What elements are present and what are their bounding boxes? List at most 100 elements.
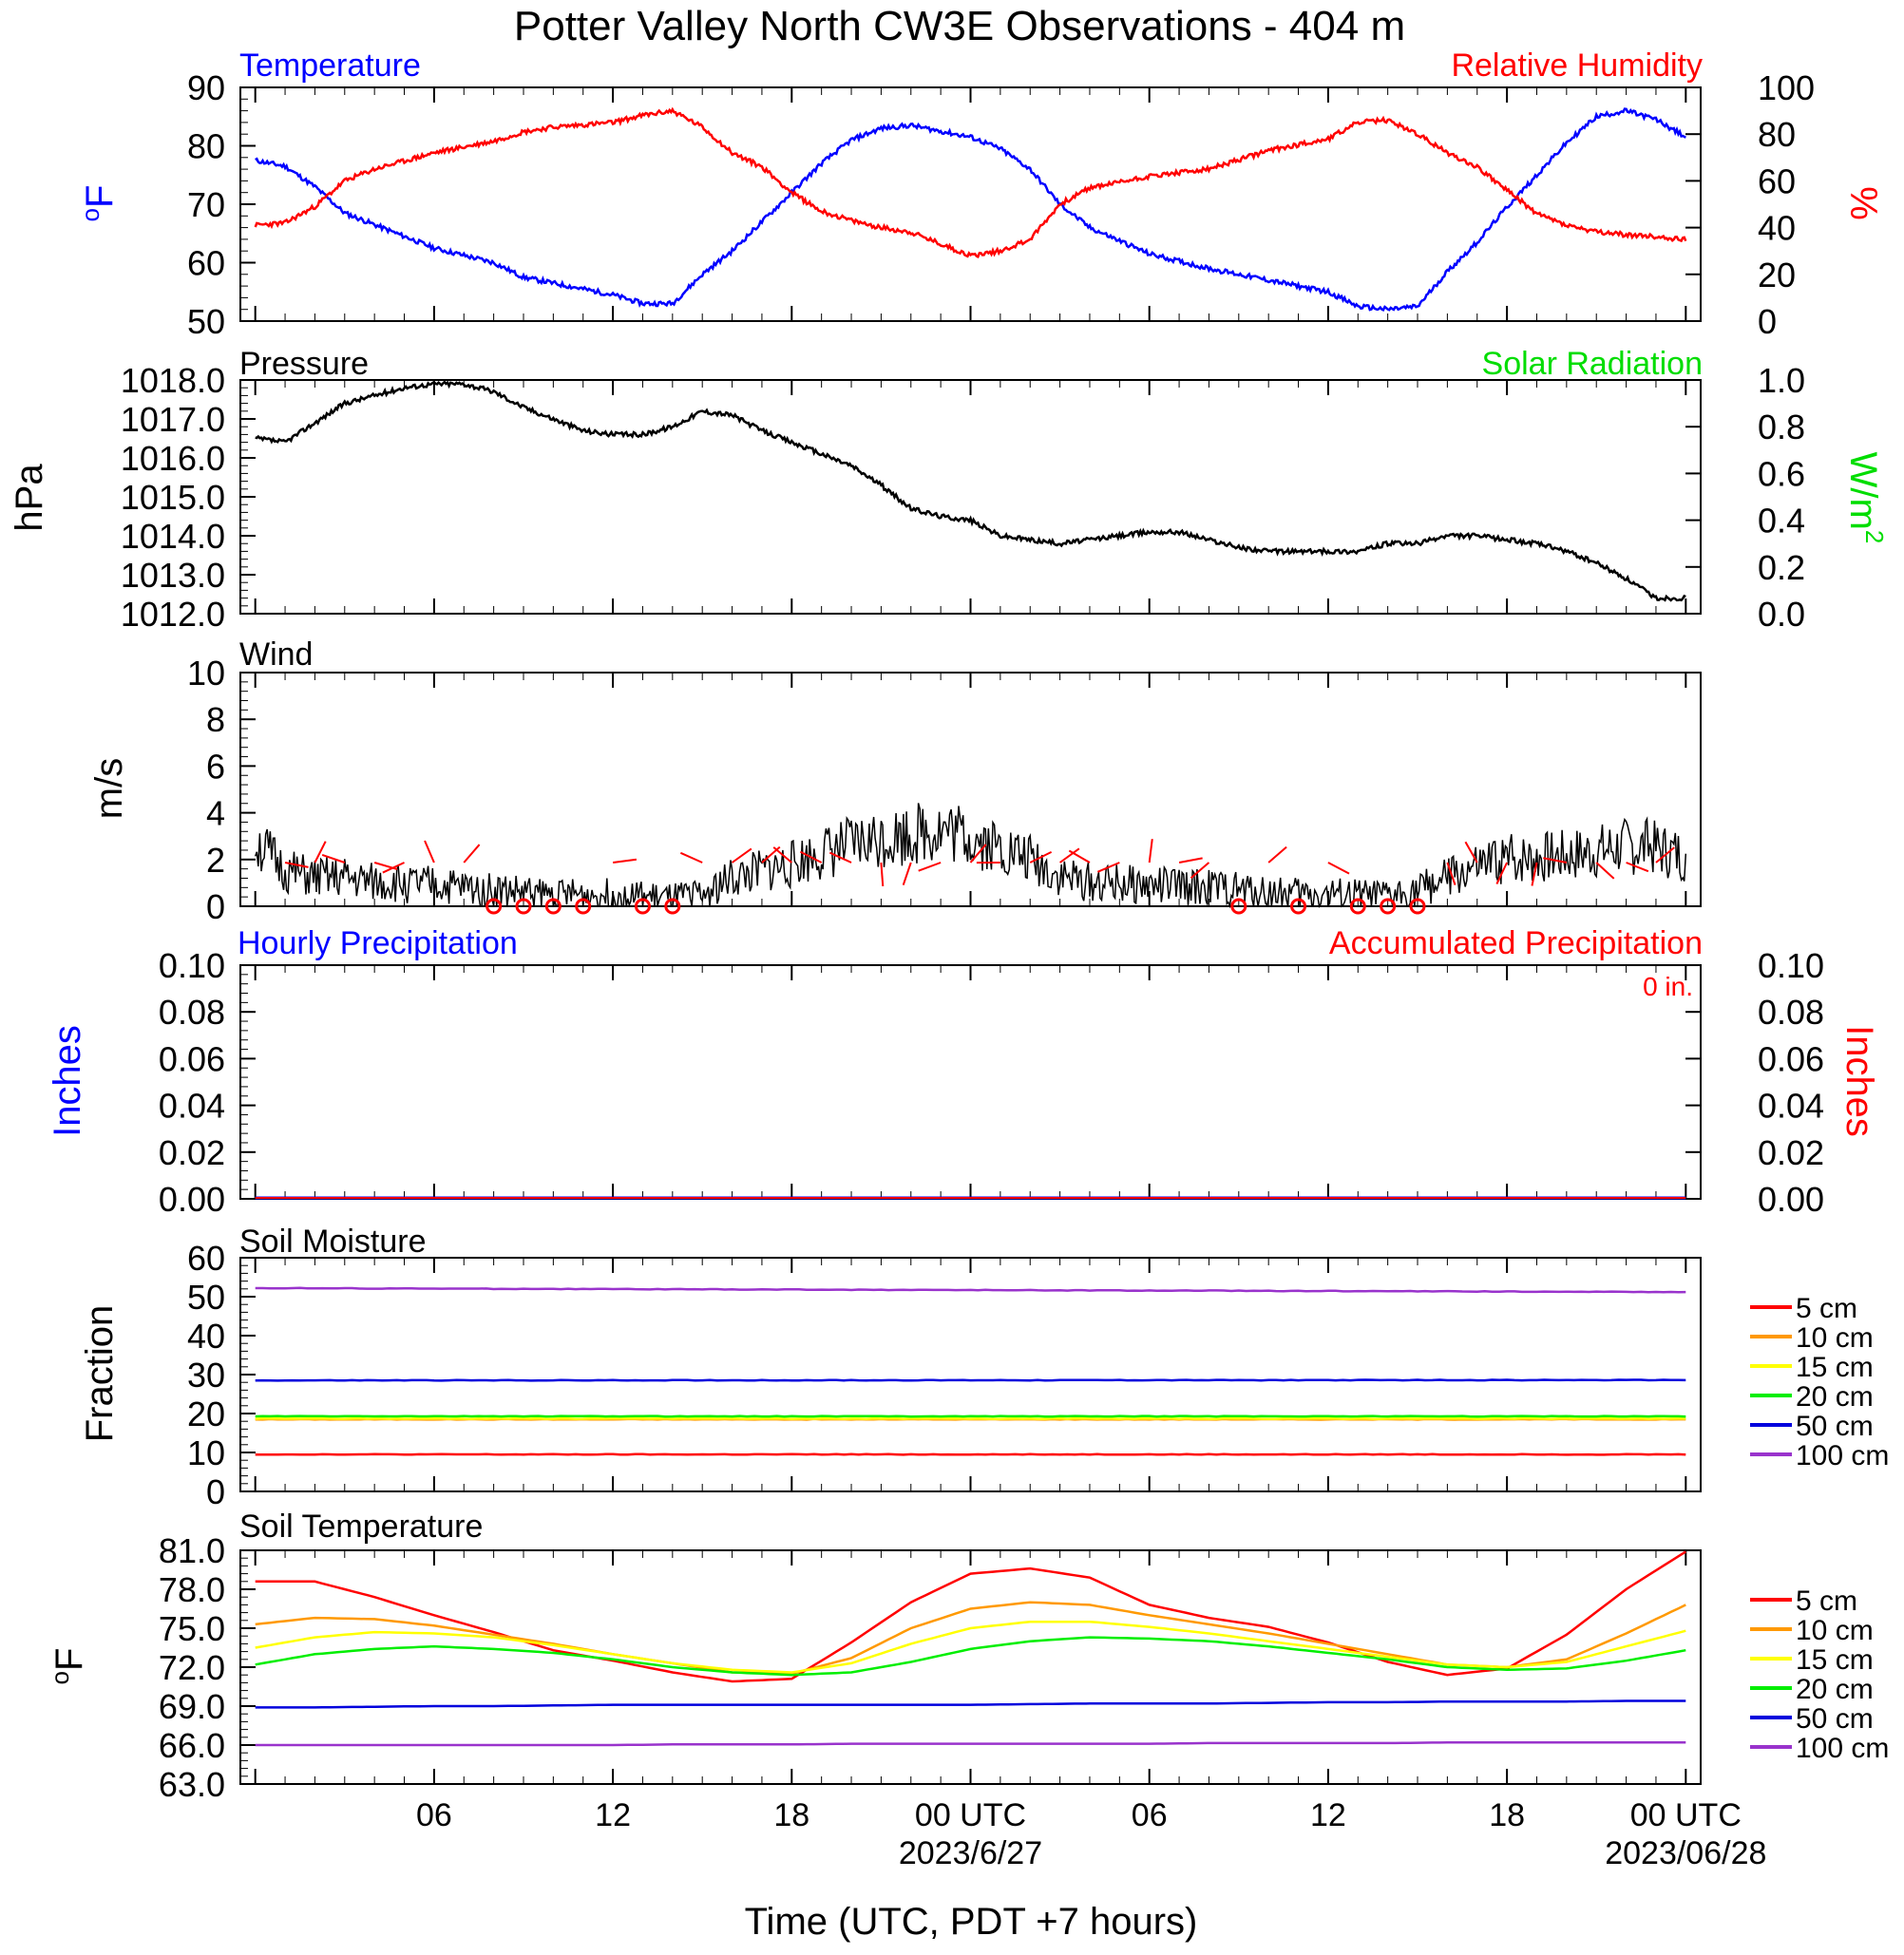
- y-tick-label: 30: [187, 1356, 225, 1395]
- legend-label: 20 cm: [1796, 1381, 1874, 1413]
- calm-wind-marker: [1380, 898, 1397, 915]
- wind-barb: [314, 841, 327, 864]
- y-tick-label: 60: [187, 1239, 225, 1278]
- panel-temp-rh: Temperature Relative Humidity oF % 90 80 7…: [76, 47, 1884, 341]
- right-tick-label: 0.2: [1758, 548, 1805, 587]
- right-tick-label: 0.6: [1758, 454, 1805, 493]
- plot-frame: [239, 964, 1702, 1200]
- y-tick-label: 69.0: [159, 1687, 225, 1726]
- wind-barb: [1595, 862, 1615, 880]
- right-tick-label: 0.10: [1758, 946, 1824, 985]
- x-axis-label: Time (UTC, PDT +7 hours): [745, 1901, 1198, 1943]
- soil-moisture-title: Soil Moisture: [239, 1224, 427, 1260]
- wind-barb: [1148, 839, 1153, 864]
- soil-moisture-plot: [239, 1257, 1702, 1492]
- plot-frame: [239, 379, 1702, 615]
- soil-temp-axis-ticks: 81.078.075.072.069.066.063.0: [159, 1531, 256, 1804]
- y-tick-label: 20: [187, 1395, 225, 1433]
- accum-precip-unit: Inches: [1838, 1025, 1880, 1137]
- x-date-label: 2023/06/28: [1605, 1835, 1766, 1871]
- y-tick-label: 63.0: [159, 1765, 225, 1804]
- soil-moisture-unit: Fraction: [79, 1305, 121, 1443]
- y-tick-label: 1017.0: [121, 400, 225, 439]
- right-tick-label: 0.4: [1758, 502, 1805, 541]
- soil-temp-line: [255, 1620, 1686, 1674]
- wind-barb: [1543, 857, 1568, 864]
- y-tick-label: 6: [206, 747, 225, 786]
- pressure-title: Pressure: [239, 346, 369, 382]
- calm-wind-marker: [1230, 898, 1247, 915]
- soil-temp-line: [255, 1699, 1686, 1709]
- y-tick-label: 8: [206, 700, 225, 739]
- soil-temp-line: [255, 1550, 1686, 1683]
- y-tick-label: 0: [206, 1472, 225, 1511]
- legend-label: 5 cm: [1796, 1585, 1857, 1617]
- right-tick-label: 0.08: [1758, 993, 1824, 1032]
- plot-frame: [239, 1257, 1702, 1492]
- plot-frame: [239, 86, 1702, 322]
- calm-wind-marker: [1409, 898, 1426, 915]
- wind-barb: [1029, 851, 1053, 864]
- temperature-humidity-plot: [239, 86, 1702, 322]
- precip-total-label: 0 in.: [1643, 972, 1693, 1001]
- wind-barb: [1068, 849, 1091, 864]
- hourly-precip-unit: Inches: [47, 1025, 88, 1137]
- solar-axis-ticks: 1.0 0.8 0.6 0.4 0.2 0.0: [1685, 361, 1805, 634]
- wind-barb: [679, 851, 703, 864]
- calm-wind-marker: [664, 898, 681, 915]
- wind-barb: [1327, 862, 1350, 875]
- chart-title: Potter Valley North CW3E Observations - …: [514, 3, 1405, 49]
- panel-wind: Wind m/s 10 8 6 4 2 0: [88, 636, 1702, 926]
- humidity-title: Relative Humidity: [1451, 47, 1703, 84]
- y-tick-label: 80: [187, 127, 225, 166]
- wind-barb: [772, 846, 792, 864]
- legend-label: 20 cm: [1796, 1674, 1874, 1705]
- soil-temp-title: Soil Temperature: [239, 1509, 483, 1545]
- wind-plot: [239, 672, 1702, 915]
- accum-precip-axis-ticks: 0.10 0.08 0.06 0.04 0.02 0.00: [1685, 946, 1824, 1219]
- right-tick-label: 100: [1758, 68, 1815, 107]
- x-tick-label: 18: [773, 1797, 809, 1833]
- wind-title: Wind: [239, 636, 313, 673]
- panel-soil-temp: Soil Temperature oF 81.078.075.072.069.0…: [46, 1509, 1889, 1804]
- wind-barb: [1531, 862, 1538, 886]
- y-tick-label: 10: [187, 1433, 225, 1472]
- wind-barb: [382, 862, 405, 874]
- y-tick-label: 10: [187, 654, 225, 693]
- temperature-axis-ticks: 90 80 70 60 50: [187, 68, 256, 341]
- precip-plot: [239, 964, 1702, 1200]
- wind-barb: [731, 847, 752, 864]
- y-tick-label: 0: [206, 887, 225, 926]
- wind-unit: m/s: [88, 758, 130, 819]
- y-tick-label: 1015.0: [121, 478, 225, 517]
- wind-barb: [1446, 862, 1457, 885]
- wind-barb: [284, 862, 309, 868]
- calm-wind-marker: [1290, 898, 1307, 915]
- wind-barb: [424, 840, 435, 864]
- right-tick-label: 1.0: [1758, 361, 1805, 400]
- soil-moisture-line: [255, 1414, 1686, 1418]
- y-tick-label: 60: [187, 244, 225, 283]
- wind-barb: [828, 851, 852, 864]
- y-tick-label: 1012.0: [121, 595, 225, 634]
- wind-axis-ticks: 10 8 6 4 2 0: [187, 654, 256, 926]
- calm-wind-marker: [575, 898, 592, 915]
- accum-precip-title: Accumulated Precipitation: [1329, 925, 1703, 961]
- wind-barb: [612, 858, 638, 864]
- soil-temp-line: [255, 1636, 1686, 1677]
- y-tick-label: 1013.0: [121, 556, 225, 595]
- soil-moisture-line: [255, 1378, 1686, 1382]
- legend-label: 5 cm: [1796, 1293, 1857, 1324]
- x-tick-label: 00 UTC: [915, 1797, 1026, 1833]
- wind-barb: [1178, 857, 1203, 864]
- right-tick-label: 0.04: [1758, 1087, 1824, 1126]
- humidity-line: [254, 106, 1687, 258]
- right-tick-label: 0.8: [1758, 408, 1805, 446]
- wind-barb: [880, 862, 885, 887]
- legend-label: 10 cm: [1796, 1615, 1874, 1646]
- wind-barb: [321, 853, 346, 864]
- wind-barb: [918, 862, 942, 872]
- y-tick-label: 81.0: [159, 1531, 225, 1570]
